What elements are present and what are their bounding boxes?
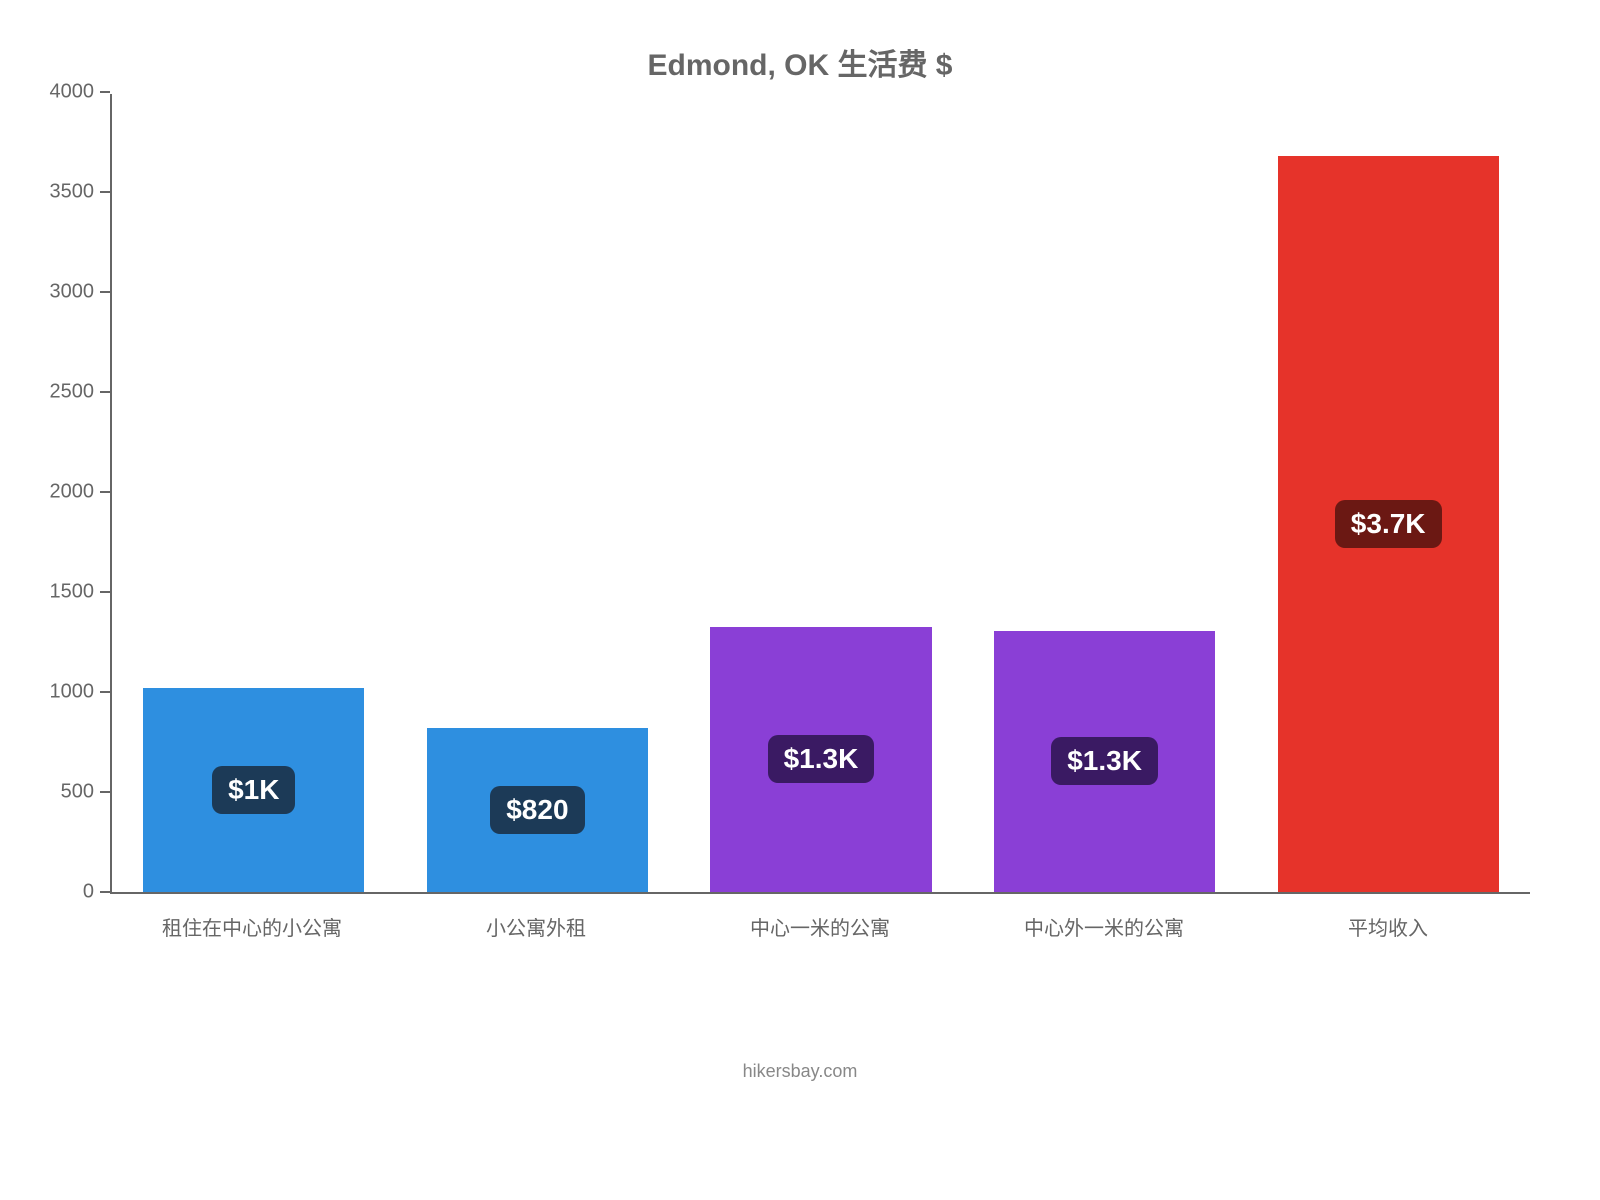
bar-value-badge: $820: [490, 786, 584, 834]
bar-value-badge: $1.3K: [768, 735, 875, 783]
bar-value-badge: $1.3K: [1051, 737, 1158, 785]
bar-value-badge: $3.7K: [1335, 500, 1442, 548]
x-axis-label: 中心一米的公寓: [678, 894, 962, 941]
cost-of-living-chart: Edmond, OK 生活费 $ $1K$820$1.3K$1.3K$3.7K …: [0, 0, 1600, 1200]
bar-slot: $1.3K: [679, 94, 963, 892]
bar-slot: $3.7K: [1246, 94, 1530, 892]
bar-slot: $820: [396, 94, 680, 892]
y-tick-label: 3500: [50, 181, 113, 204]
chart-title: Edmond, OK 生活费 $: [40, 40, 1560, 84]
plot-inner: $1K$820$1.3K$1.3K$3.7K 05001000150020002…: [110, 94, 1530, 894]
bar-slot: $1K: [112, 94, 396, 892]
x-axis-label: 平均收入: [1246, 894, 1530, 941]
bars-container: $1K $820 $1.3K $1.3K $3.7K: [112, 94, 1530, 892]
x-axis-label: 中心外一米的公寓: [962, 894, 1246, 941]
y-tick-label: 1000: [50, 681, 113, 704]
bar-value-badge: $1K: [212, 766, 295, 814]
bar: $820: [427, 728, 648, 892]
chart-footer: hikersbay.com: [40, 1061, 1560, 1082]
bar-slot: $1.3K: [963, 94, 1247, 892]
y-tick-label: 1500: [50, 581, 113, 604]
y-tick-label: 2000: [50, 481, 113, 504]
y-tick-label: 4000: [50, 81, 113, 104]
x-axis-label: 小公寓外租: [394, 894, 678, 941]
bar: $1.3K: [710, 627, 931, 892]
bar: $1.3K: [994, 631, 1215, 892]
plot-area: $1K$820$1.3K$1.3K$3.7K 05001000150020002…: [110, 94, 1530, 894]
y-tick-label: 0: [83, 881, 112, 904]
x-axis-label: 租住在中心的小公寓: [110, 894, 394, 941]
bar: $1K: [143, 688, 364, 892]
y-tick-label: 3000: [50, 281, 113, 304]
y-tick-label: 500: [61, 781, 112, 804]
y-tick-label: 2500: [50, 381, 113, 404]
bar: $3.7K: [1278, 156, 1499, 892]
x-axis-labels: 租住在中心的小公寓小公寓外租中心一米的公寓中心外一米的公寓平均收入: [110, 894, 1530, 941]
